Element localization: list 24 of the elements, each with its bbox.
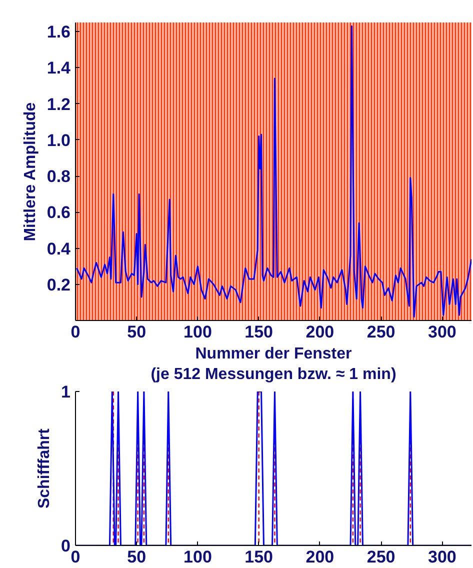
y-tick-label: 1.2 [46, 94, 71, 114]
x-tick-label: 250 [366, 322, 396, 342]
x-tick-label: 300 [428, 322, 456, 342]
y-tick-label: 0.8 [46, 167, 71, 186]
y-tick-label: 0.6 [46, 203, 71, 222]
x-tick-label: 50 [127, 322, 146, 342]
y-tick-label: 1.6 [46, 22, 71, 42]
y-tick-label: 0.2 [46, 275, 71, 294]
y-axis-title: Mittlere Amplitude [22, 102, 39, 242]
y-tick-label: 1.0 [46, 130, 71, 150]
x-tick-label: 100 [184, 548, 212, 566]
x-tick-label: 50 [127, 548, 146, 566]
x-tick-label: 100 [184, 322, 212, 342]
x-tick-label: 200 [306, 322, 334, 342]
x-tick-label: 250 [366, 548, 396, 566]
y-tick-label: 1.4 [46, 58, 72, 78]
y-tick-label: 0.4 [46, 239, 72, 258]
x-tick-label: 300 [428, 548, 456, 566]
y-tick-label: 1 [61, 382, 71, 402]
x-tick-label: 150 [244, 322, 274, 342]
x-tick-label: 200 [306, 548, 334, 566]
x-tick-label: 150 [244, 548, 274, 566]
x-axis-title: Nummer der Fenster (je 512 Messungen bzw. ≈ 1 min) [150, 346, 396, 383]
y-axis-title: Schifffahrt [36, 428, 54, 508]
